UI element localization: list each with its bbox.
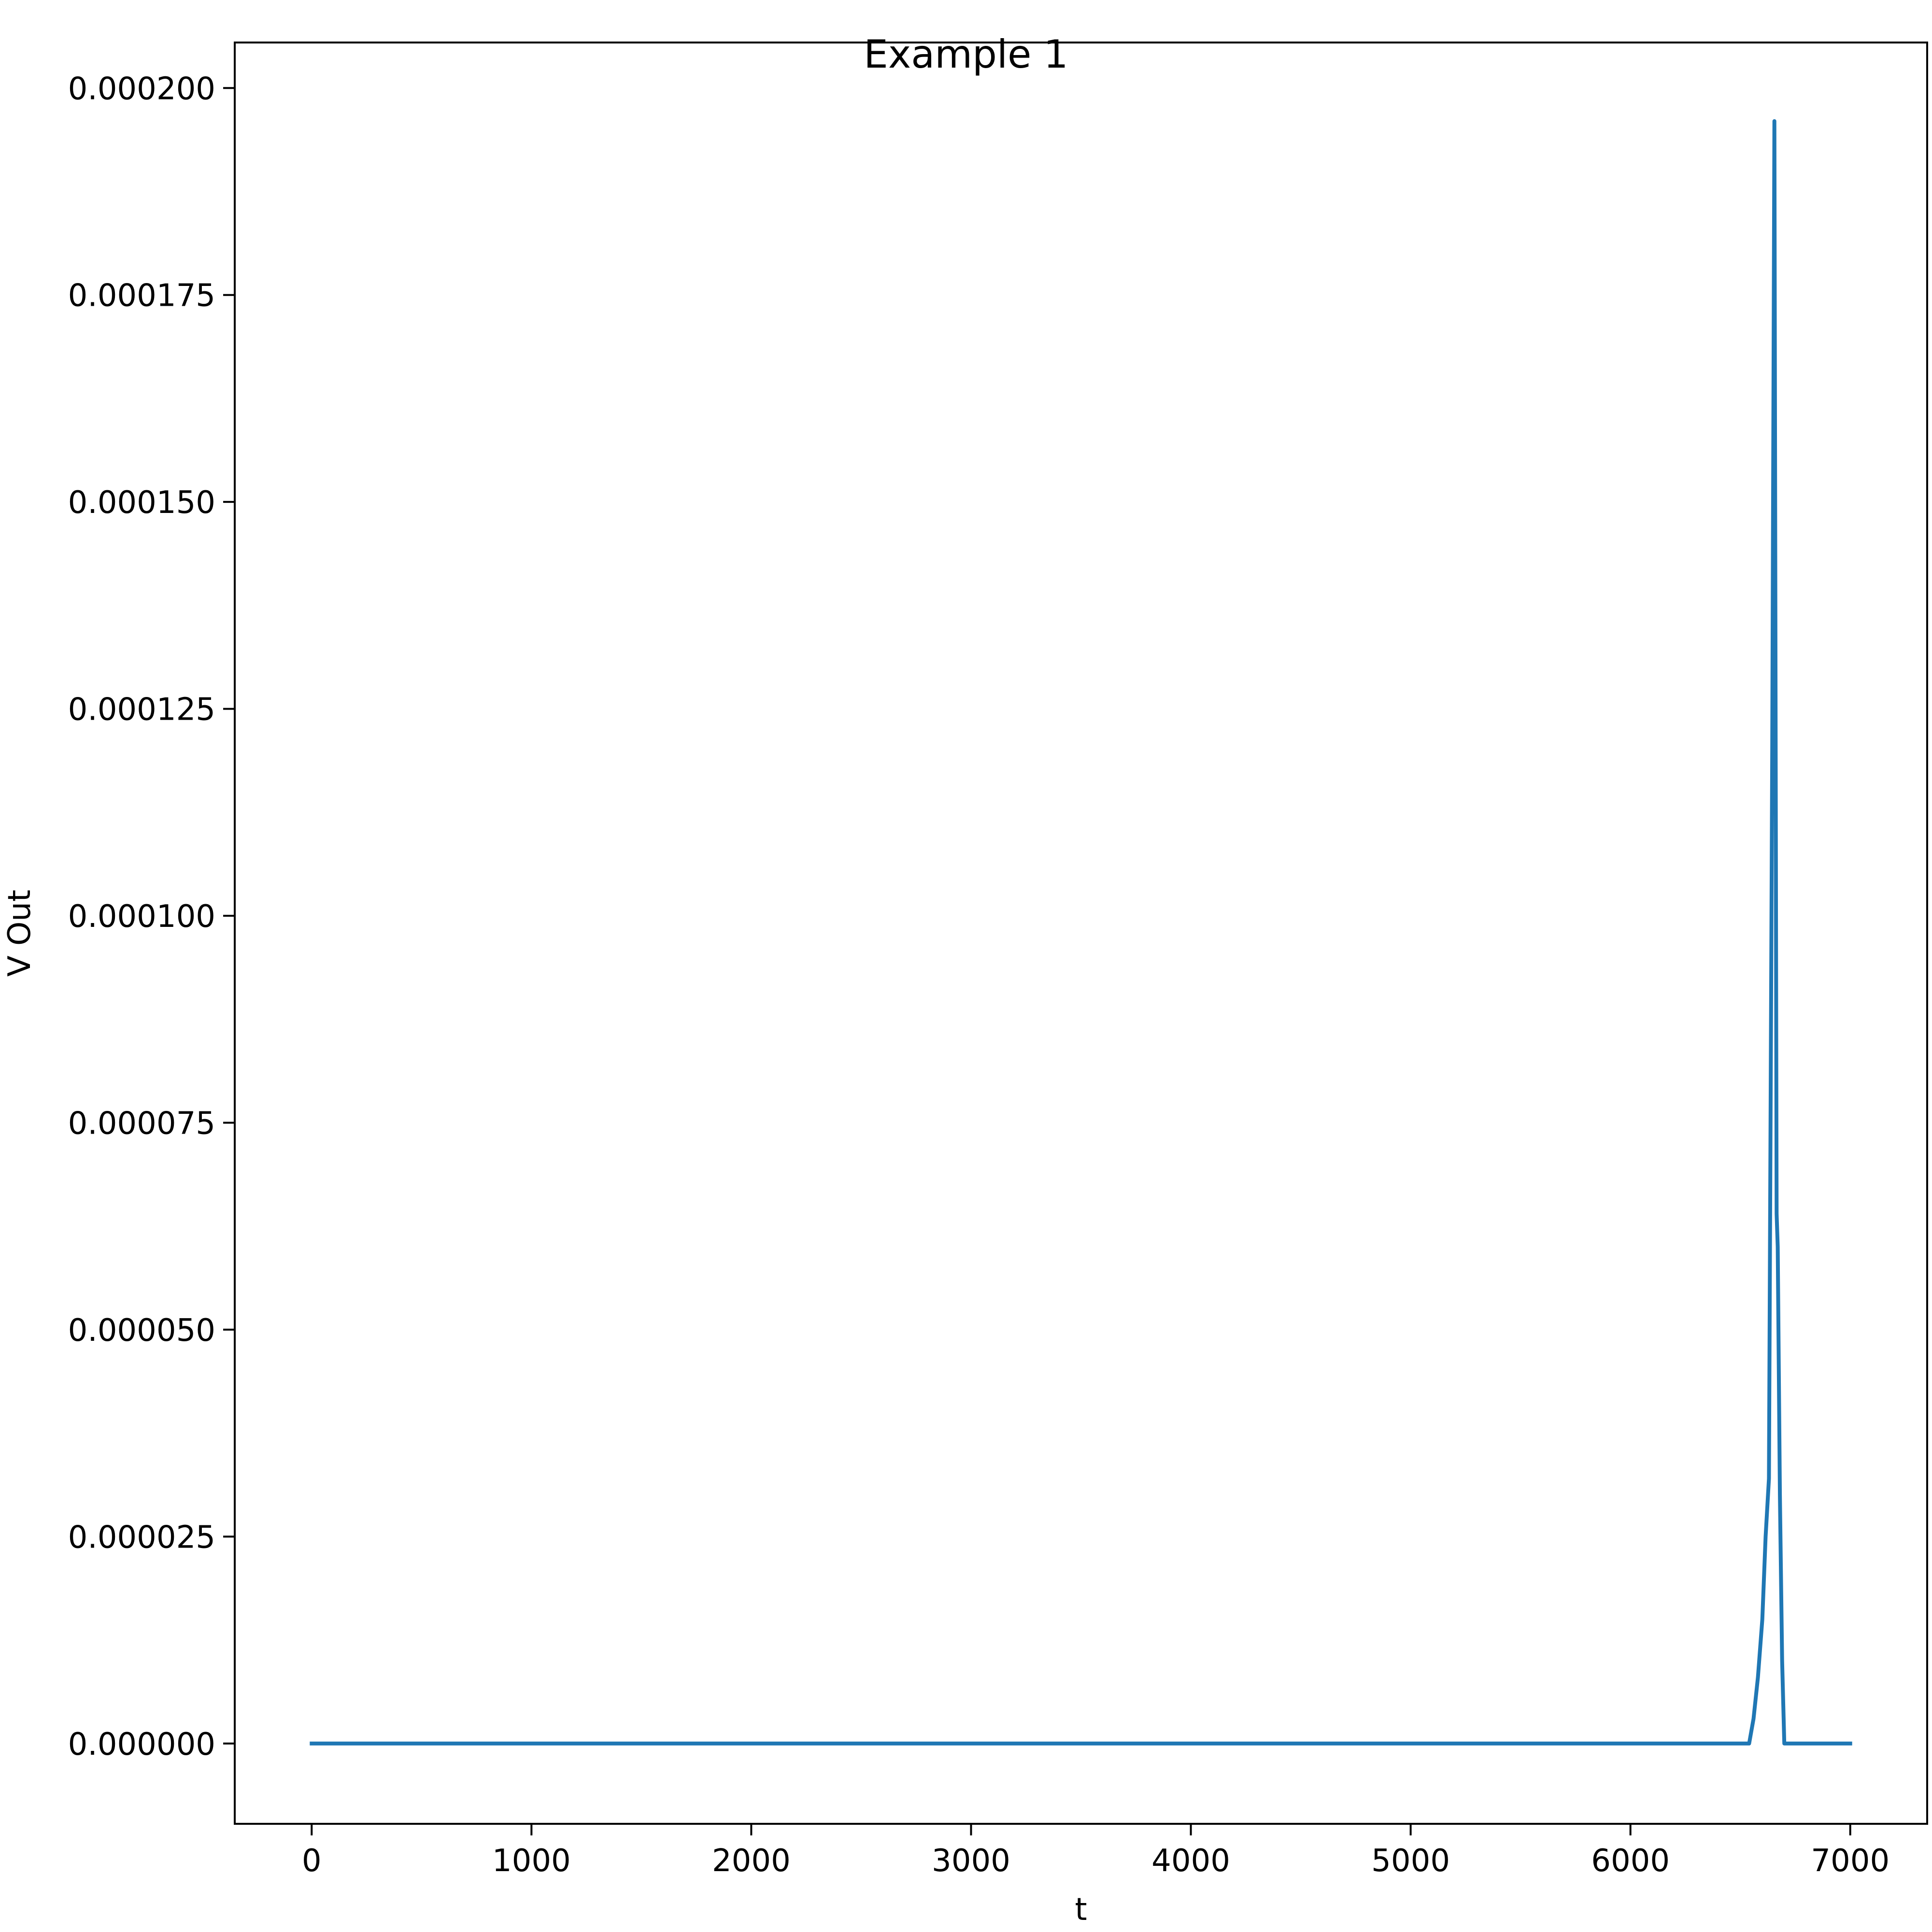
y-tick-label: 0.000175: [68, 278, 215, 314]
y-tick-label: 0.000125: [68, 692, 215, 728]
y-tick-label: 0.000150: [68, 485, 215, 521]
y-tick-label: 0.000200: [68, 71, 215, 107]
x-tick-label: 4000: [1151, 1843, 1230, 1879]
x-tick-label: 6000: [1591, 1843, 1670, 1879]
x-tick-label: 7000: [1811, 1843, 1889, 1879]
y-tick-label: 0.000075: [68, 1106, 215, 1141]
x-tick-label: 3000: [932, 1843, 1010, 1879]
x-tick-label: 1000: [492, 1843, 571, 1879]
y-tick-label: 0.000025: [68, 1520, 215, 1555]
chart-title: Example 1: [864, 32, 1068, 77]
series-line: [310, 119, 1852, 1746]
y-tick-label: 0.000000: [68, 1727, 215, 1762]
plot-frame: [234, 42, 1928, 1825]
y-tick-label: 0.000100: [68, 899, 215, 935]
x-tick-label: 0: [302, 1843, 322, 1879]
series-layer: [310, 119, 1852, 1746]
x-tick-label: 5000: [1371, 1843, 1450, 1879]
ticks-layer: 0 1000 2000 3000 4000 5000 6000 7000 0.000000 0.0…: [68, 71, 1890, 1879]
x-axis-label: t: [1075, 1892, 1087, 1928]
y-axis-label: V Out: [2, 890, 38, 977]
y-tick-label: 0.000050: [68, 1313, 215, 1349]
x-tick-label: 2000: [712, 1843, 791, 1879]
